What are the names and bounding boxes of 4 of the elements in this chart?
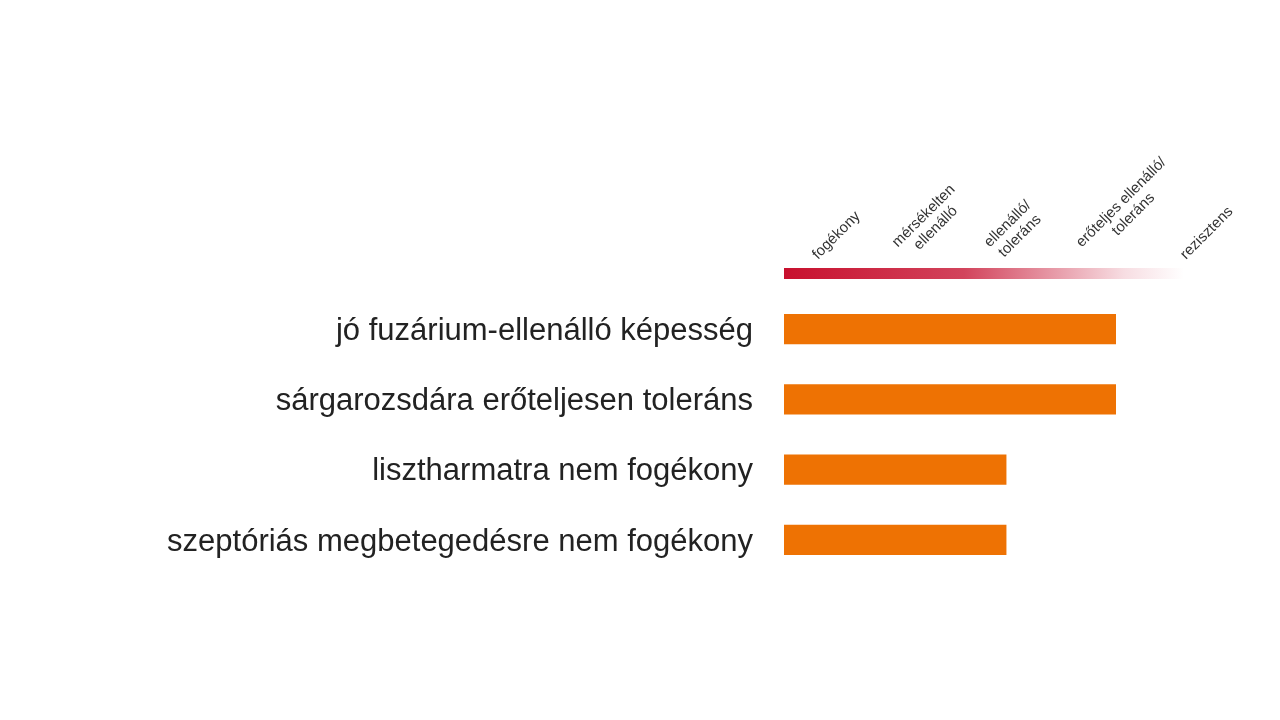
y-tick-label: lisztharmatra nem fogékony <box>372 452 754 488</box>
y-tick-label: jó fuzárium-ellenálló képesség <box>334 311 753 347</box>
y-tick-label: szeptóriás megbetegedésre nem fogékony <box>167 522 754 558</box>
y-tick-label: sárgarozsdára erőteljesen toleráns <box>275 382 753 418</box>
